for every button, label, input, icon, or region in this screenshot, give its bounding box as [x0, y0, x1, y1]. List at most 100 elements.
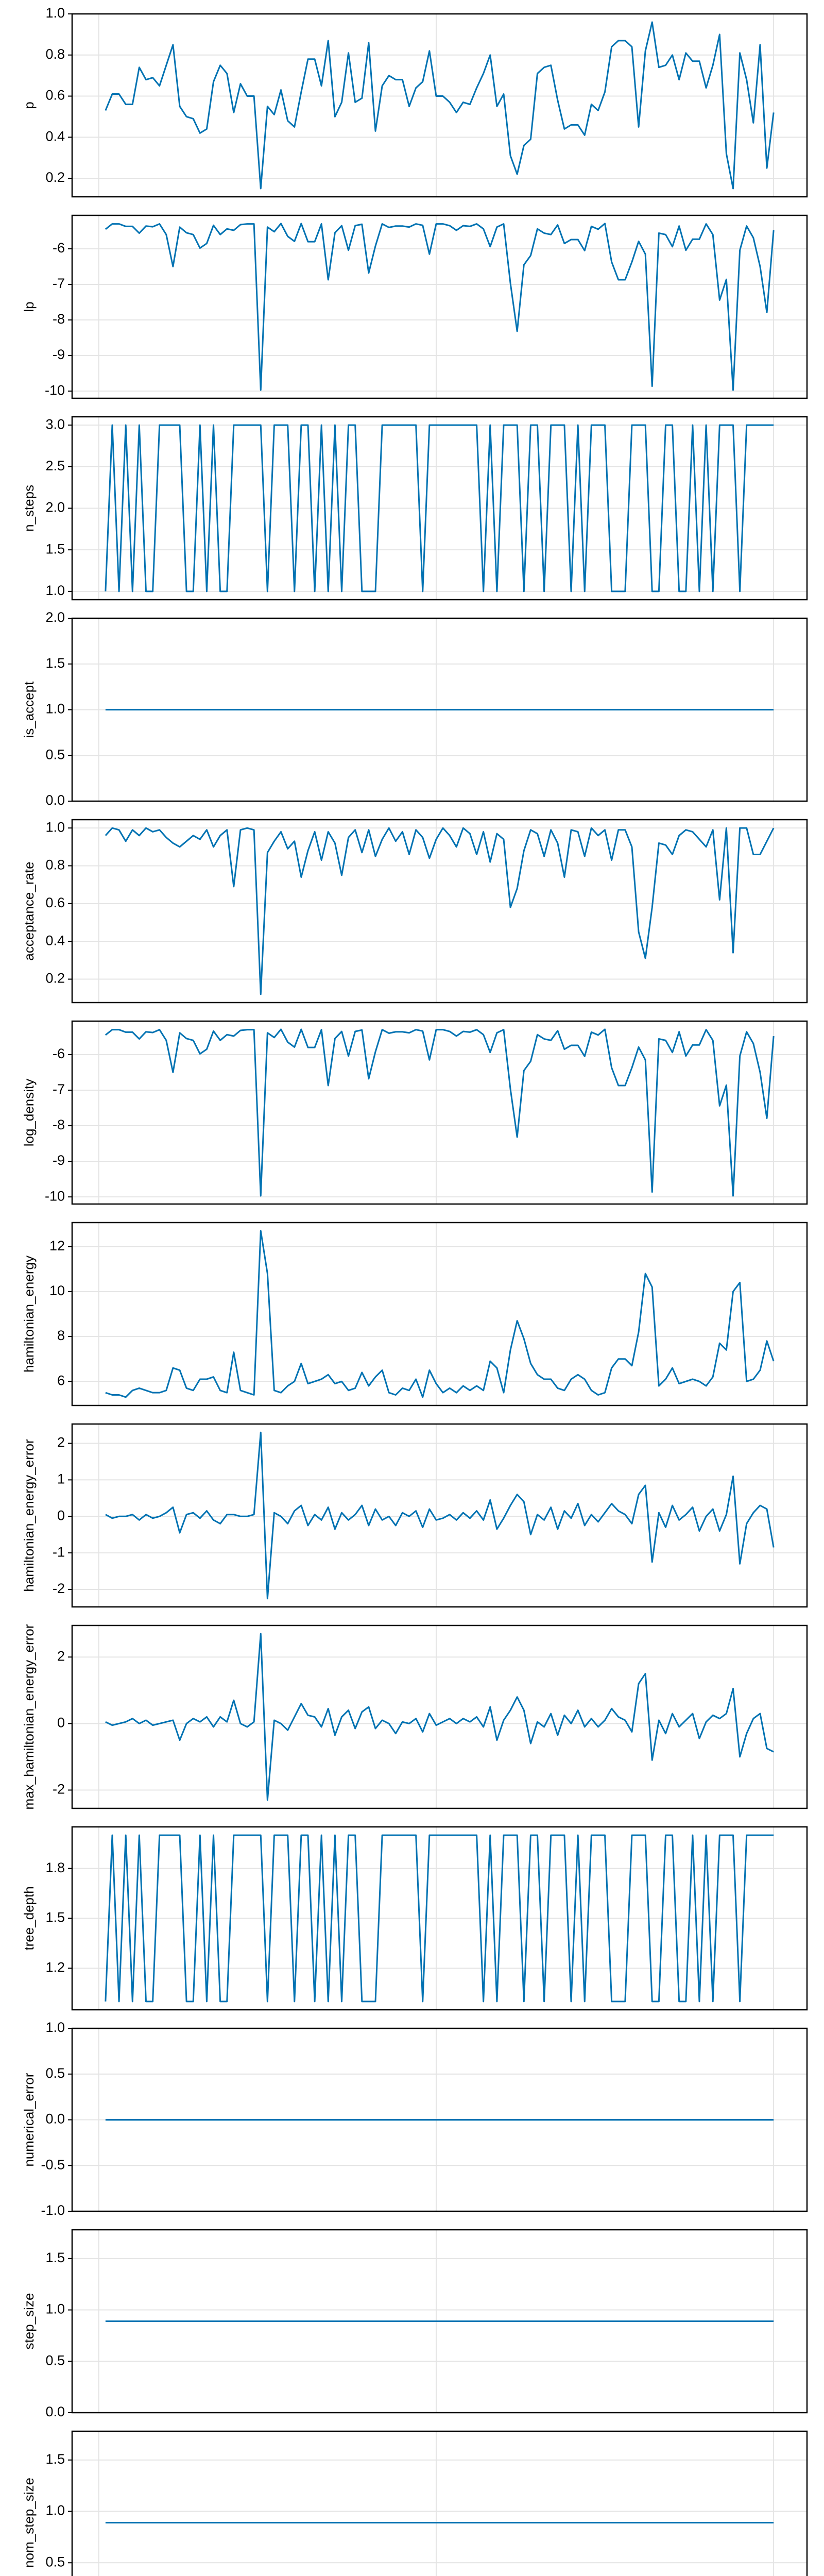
y-tick-label: 3.0 — [45, 416, 65, 432]
y-tick-label: -10 — [45, 382, 65, 398]
y-axis-label: nom_step_size — [21, 2478, 37, 2568]
y-tick-label: 12 — [49, 1238, 65, 1253]
y-tick-label: 1.5 — [45, 2250, 65, 2265]
plot-area — [72, 820, 807, 1003]
y-tick-label: 0.5 — [45, 2065, 65, 2081]
y-tick-label: 2.0 — [45, 609, 65, 625]
data-line — [105, 424, 774, 592]
plot-frame — [71, 1826, 808, 2011]
y-tick-label: -1 — [53, 1544, 65, 1560]
y-tick-label: 0.2 — [45, 971, 65, 986]
y-tick-label: -9 — [53, 1153, 65, 1168]
y-tick-label: -7 — [53, 276, 65, 291]
y-tick-label: 0.5 — [45, 2554, 65, 2569]
y-axis-label: acceptance_rate — [21, 861, 37, 960]
data-line — [105, 1431, 775, 1600]
y-tick-label: 1.0 — [45, 2503, 65, 2518]
y-tick-label: 10 — [49, 1283, 65, 1298]
y-tick-label: 0.2 — [45, 170, 65, 185]
y-tick-label: -10 — [45, 1188, 65, 1204]
y-tick-label: 0.0 — [45, 792, 65, 808]
y-tick-label: 0.6 — [45, 88, 65, 103]
y-tick-label: 0.4 — [45, 933, 65, 948]
plot-area — [72, 2431, 807, 2576]
y-tick-label: -0.5 — [41, 2157, 65, 2172]
plot-frame — [71, 416, 808, 601]
y-tick-label: 0.8 — [45, 857, 65, 873]
y-tick-label: 1.0 — [45, 701, 65, 717]
y-tick-label: 0.0 — [45, 2111, 65, 2127]
y-tick-label: 1.0 — [45, 583, 65, 598]
plot-area — [72, 215, 807, 398]
y-tick-label: 1.0 — [45, 2301, 65, 2317]
y-axis-label: numerical_error — [21, 2073, 37, 2166]
plot-frame — [71, 214, 808, 399]
data-line — [105, 827, 775, 995]
y-tick-label: 1.0 — [45, 5, 65, 21]
plot-area — [72, 1223, 807, 1405]
plot-frame — [71, 13, 808, 198]
y-axis-label: hamiltonian_energy_error — [21, 1439, 37, 1592]
y-tick-label: -6 — [53, 1046, 65, 1061]
y-tick-label: 1.8 — [45, 1860, 65, 1875]
y-tick-label: 1.2 — [45, 1959, 65, 1975]
y-tick-label: -1.0 — [41, 2202, 65, 2218]
data-line — [105, 1834, 774, 2003]
y-tick-label: -8 — [53, 1117, 65, 1132]
y-tick-label: 6 — [57, 1372, 65, 1388]
y-tick-label: 2.0 — [45, 500, 65, 515]
y-tick-label: 1.5 — [45, 655, 65, 671]
y-axis-label: lp — [21, 301, 37, 312]
data-line — [105, 21, 775, 190]
y-axis-label: is_accept — [21, 681, 37, 738]
y-tick-label: 2 — [57, 1648, 65, 1664]
y-tick-label: 0.5 — [45, 747, 65, 762]
y-tick-label: 0.0 — [45, 2404, 65, 2419]
y-tick-label: 1.0 — [45, 2020, 65, 2035]
y-tick-label: 2.5 — [45, 458, 65, 473]
y-tick-label: 1.5 — [45, 2451, 65, 2467]
plot-frame — [71, 1624, 808, 1809]
plot-area — [72, 1021, 807, 1204]
y-tick-label: -2 — [53, 1581, 65, 1596]
plot-frame — [71, 1020, 808, 1205]
data-line — [105, 1633, 774, 1801]
y-tick-label: 0.4 — [45, 128, 65, 144]
y-tick-label: 0 — [57, 1715, 65, 1731]
y-axis-label: n_steps — [21, 485, 37, 532]
data-line — [105, 223, 775, 391]
y-tick-label: 8 — [57, 1328, 65, 1343]
y-tick-label: 0.6 — [45, 895, 65, 910]
y-tick-label: -2 — [53, 1782, 65, 1797]
plot-frame — [71, 617, 808, 802]
y-tick-label: -7 — [53, 1081, 65, 1097]
plot-frame — [71, 2430, 808, 2576]
y-tick-label: 0 — [57, 1507, 65, 1523]
y-tick-label: -8 — [53, 311, 65, 327]
y-tick-label: 0.5 — [45, 2352, 65, 2368]
y-axis-label: tree_depth — [21, 1886, 37, 1950]
y-axis-label: p — [21, 101, 37, 109]
plot-area — [72, 14, 807, 197]
y-tick-label: -6 — [53, 240, 65, 256]
plot-frame — [71, 2229, 808, 2414]
plot-frame — [71, 1423, 808, 1608]
data-line — [105, 1230, 775, 1398]
data-line — [105, 1028, 775, 1197]
y-tick-label: 1.5 — [45, 1910, 65, 1925]
y-tick-label: 1.5 — [45, 541, 65, 556]
y-axis-label: step_size — [21, 2293, 37, 2350]
plot-area — [72, 1424, 807, 1607]
y-tick-label: -9 — [53, 347, 65, 362]
plot-frame — [71, 2027, 808, 2212]
plot-area — [72, 1625, 807, 1808]
y-axis-label: max_hamiltonian_energy_error — [21, 1624, 37, 1809]
y-tick-label: 0.8 — [45, 46, 65, 62]
plot-frame — [71, 819, 808, 1004]
y-tick-label: 1.0 — [45, 819, 65, 835]
y-axis-label: log_density — [21, 1079, 37, 1147]
plot-frame — [71, 1222, 808, 1406]
y-tick-label: 2 — [57, 1435, 65, 1450]
